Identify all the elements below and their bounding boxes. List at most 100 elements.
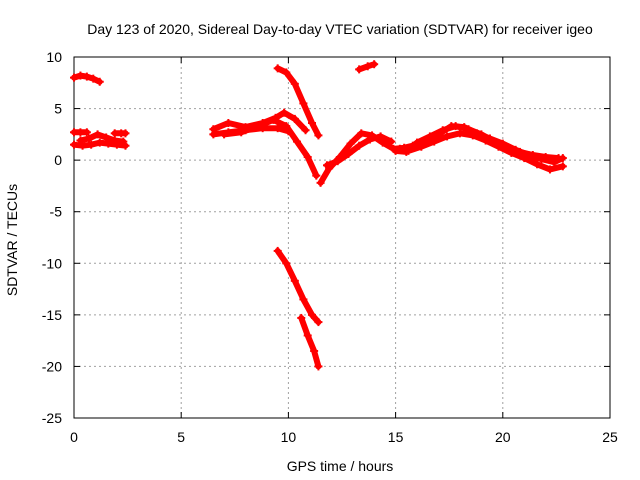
data-point [95, 138, 104, 147]
data-point [95, 77, 104, 86]
data-point [376, 132, 385, 141]
data-point [76, 136, 85, 145]
data-point [301, 126, 310, 135]
data-point [273, 64, 282, 73]
data-point [520, 154, 529, 163]
x-axis-label: GPS time / hours [287, 458, 394, 474]
data-point [550, 158, 559, 167]
data-point [290, 79, 299, 88]
data-point [363, 62, 372, 71]
data-point [417, 142, 426, 151]
y-tick-label: 0 [54, 152, 62, 168]
x-tick-label: 10 [281, 429, 297, 445]
data-point [316, 178, 325, 187]
data-point [468, 131, 477, 140]
data-point [545, 165, 554, 174]
x-tick-label: 5 [177, 429, 185, 445]
data-point [447, 122, 456, 131]
data-point [282, 259, 291, 268]
data-point [355, 65, 364, 74]
data-point [494, 142, 503, 151]
data-point [314, 131, 323, 140]
data-point [460, 123, 469, 132]
plot-frame [73, 56, 611, 419]
data-point [282, 122, 291, 131]
y-tick-label: -5 [50, 204, 63, 220]
data-point [310, 346, 319, 355]
data-point [237, 128, 246, 137]
data-point [307, 119, 316, 128]
data-point [455, 129, 464, 138]
data-point [346, 139, 355, 148]
data-point [344, 149, 353, 158]
data-point [121, 129, 130, 138]
y-tick-label: 10 [46, 49, 62, 65]
data-point [224, 119, 233, 128]
data-point [290, 114, 299, 123]
data-point [254, 122, 263, 131]
data-point [280, 108, 289, 117]
data-point [533, 160, 542, 169]
y-tick-label: -20 [42, 358, 62, 374]
data-point [85, 134, 94, 143]
data-point [404, 146, 413, 155]
series-arc-8 [221, 116, 320, 179]
data-point [290, 276, 299, 285]
data-point [355, 141, 364, 150]
data-point [443, 132, 452, 141]
data-point [481, 136, 490, 145]
data-point [365, 135, 374, 144]
data-point [558, 154, 567, 163]
y-tick-label: -10 [42, 255, 62, 271]
data-point [387, 137, 396, 146]
data-point [269, 115, 278, 124]
data-point [87, 140, 96, 149]
data-point [314, 362, 323, 371]
data-point [93, 130, 102, 139]
data-point [303, 153, 312, 162]
axis-ticks: 0 5 10 15 20 25 10 5 0 -5 -10 -15 -20 -25 [42, 49, 618, 445]
data-point [537, 155, 546, 164]
data-point [395, 144, 404, 153]
data-point [89, 74, 98, 83]
data-point [209, 125, 218, 134]
data-point [299, 295, 308, 304]
data-point [558, 162, 567, 171]
data-point [307, 310, 316, 319]
chart-title: Day 123 of 2020, Sidereal Day-to-day VTE… [87, 21, 593, 37]
data-marks [70, 60, 567, 371]
grid [74, 57, 610, 418]
series-arc-10 [274, 247, 322, 326]
data-point [292, 137, 301, 146]
y-tick-label: -15 [42, 307, 62, 323]
data-point [273, 246, 282, 255]
data-point [370, 60, 379, 69]
data-point [282, 68, 291, 77]
x-tick-label: 25 [602, 429, 618, 445]
x-tick-label: 0 [70, 429, 78, 445]
data-point [507, 148, 516, 157]
data-point [102, 133, 111, 142]
data-point [273, 124, 282, 133]
data-point [110, 136, 119, 145]
data-point [119, 137, 128, 146]
data-point [76, 71, 85, 80]
data-point [82, 72, 91, 81]
data-point [70, 140, 78, 149]
x-tick-label: 15 [388, 429, 404, 445]
y-tick-label: -25 [42, 410, 62, 426]
data-point [303, 331, 312, 340]
series-arc-11 [298, 315, 322, 370]
data-point [220, 130, 229, 139]
data-point [82, 128, 91, 137]
data-point [312, 171, 321, 180]
data-point [333, 157, 342, 166]
data-point [297, 313, 306, 322]
data-point [430, 137, 439, 146]
x-tick-label: 20 [495, 429, 511, 445]
data-point [322, 161, 331, 170]
data-point [70, 73, 78, 82]
data-point [299, 99, 308, 108]
y-tick-label: 5 [54, 101, 62, 117]
